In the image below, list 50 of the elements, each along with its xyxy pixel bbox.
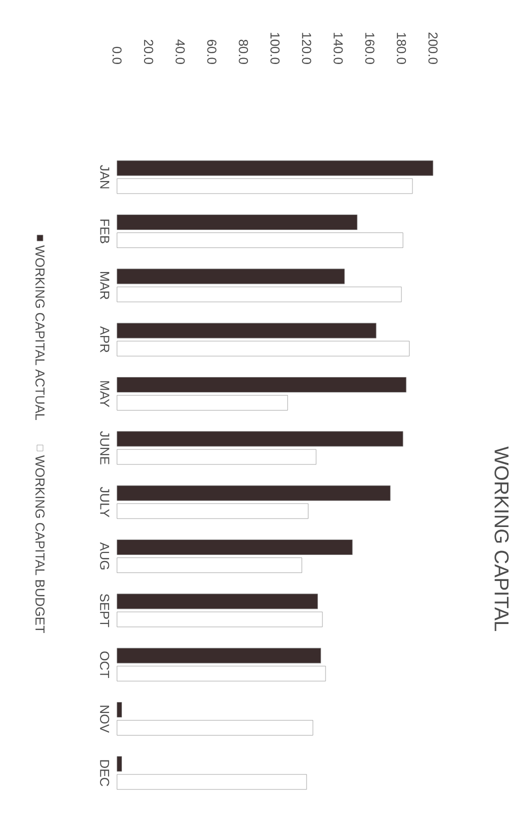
x-tick-label: 80.0 [238, 40, 248, 64]
y-tick-label: JAN [100, 165, 110, 188]
x-tick-label: 160.0 [365, 32, 374, 64]
bar [116, 214, 358, 230]
y-tick-label: DEC [100, 760, 110, 786]
bar [116, 540, 353, 555]
y-tick-label: JUNE [100, 431, 110, 464]
bar [116, 485, 391, 501]
bar [116, 503, 308, 519]
bar [116, 648, 322, 664]
bar [116, 756, 122, 772]
bar [116, 449, 316, 465]
bar [116, 160, 434, 176]
bar [116, 594, 318, 610]
x-tick-label: 0.0 [112, 46, 122, 64]
x-tick-label: 60.0 [207, 40, 216, 64]
legend-label: WORKING CAPITAL BUDGET [35, 455, 45, 634]
bar [116, 322, 376, 338]
y-tick-label: SEPT [100, 594, 110, 628]
bar [116, 558, 302, 573]
x-tick-label: 120.0 [302, 32, 312, 64]
y-tick-label: FEB [100, 220, 110, 244]
y-tick-label: OCT [100, 651, 110, 678]
y-tick-label: JULY [100, 486, 110, 518]
bar [116, 377, 406, 392]
bar [116, 702, 122, 718]
bar [116, 232, 404, 248]
bar [116, 774, 307, 790]
y-tick-label: APR [100, 326, 110, 352]
bar [116, 286, 402, 302]
x-tick-label: 40.0 [176, 39, 185, 64]
text: WORKING CAPITAL [494, 446, 509, 631]
x-tick-label: 180.0 [396, 32, 406, 64]
x-tick-label: 140.0 [334, 32, 343, 64]
bar [116, 178, 413, 194]
bar [116, 431, 404, 447]
x-tick-label: 100.0 [270, 32, 280, 64]
bar [116, 268, 345, 284]
y-tick-label: AUG [100, 542, 110, 570]
bar [116, 340, 410, 356]
bar [116, 612, 323, 628]
y-tick-label: MAY [100, 381, 110, 408]
bar [116, 720, 314, 736]
bar [116, 395, 288, 410]
legend-label: WORKING CAPITAL ACTUAL [35, 245, 45, 420]
x-tick-label: 20.0 [144, 40, 154, 64]
y-tick-label: NOV [100, 706, 110, 733]
x-tick-label: 200.0 [428, 32, 438, 64]
bar [116, 666, 326, 682]
y-tick-label: MAR [100, 272, 110, 300]
